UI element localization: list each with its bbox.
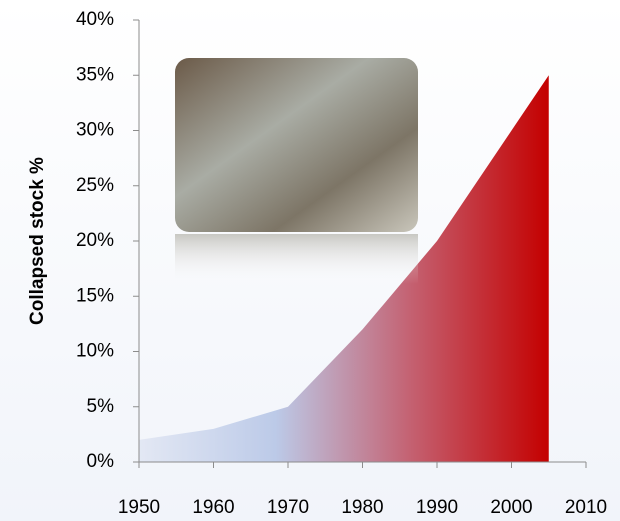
photo bbox=[175, 58, 418, 232]
x-tick-label: 1970 bbox=[267, 497, 309, 518]
y-tick-label: 15% bbox=[76, 285, 114, 306]
x-tick-label: 1990 bbox=[416, 497, 458, 518]
y-tick-label: 20% bbox=[76, 230, 114, 251]
photo-reflection bbox=[175, 234, 418, 284]
y-tick-label: 10% bbox=[76, 341, 114, 362]
x-tick-label: 1980 bbox=[341, 497, 383, 518]
y-tick-label: 25% bbox=[76, 175, 114, 196]
chart: Collapsed stock % 0% 5% 10% 15% 20% 25% 30% 35%… bbox=[0, 0, 620, 521]
y-tick-label: 35% bbox=[76, 64, 114, 85]
x-tick-label: 1960 bbox=[192, 497, 234, 518]
y-tick-label: 30% bbox=[76, 120, 114, 141]
x-tick-label: 2000 bbox=[490, 497, 532, 518]
y-tick-label: 5% bbox=[87, 396, 115, 417]
y-axis-label: Collapsed stock % bbox=[27, 157, 48, 325]
y-tick-label: 40% bbox=[76, 9, 114, 30]
x-tick-label: 2010 bbox=[565, 497, 607, 518]
x-tick-label: 1950 bbox=[118, 497, 160, 518]
y-tick-label: 0% bbox=[87, 451, 115, 472]
